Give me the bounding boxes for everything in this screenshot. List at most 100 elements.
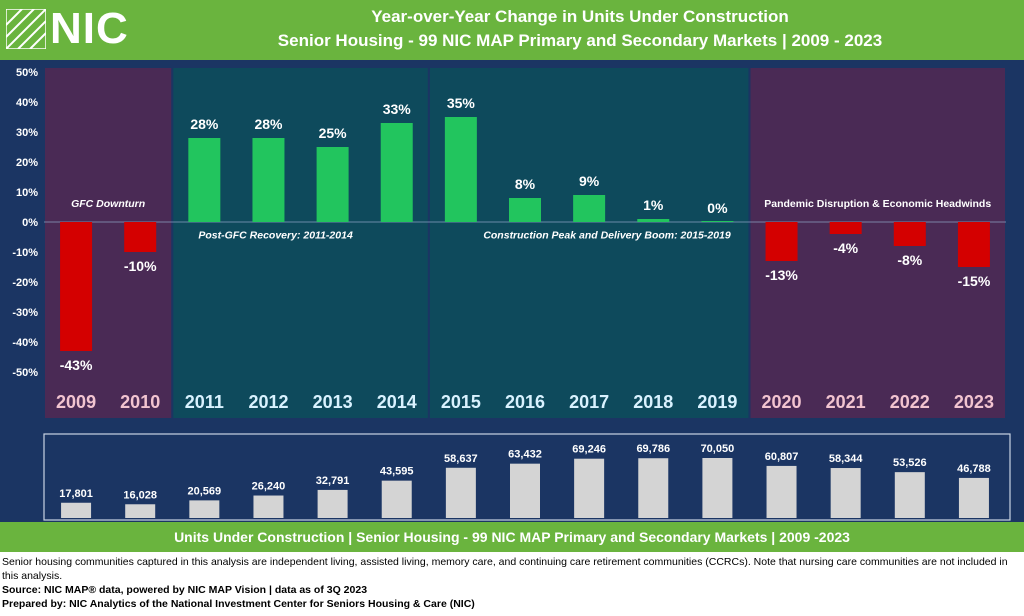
units-data-label: 20,569: [188, 485, 222, 497]
period-annotation: GFC Downturn: [71, 198, 145, 210]
y-tick-label: 20%: [16, 157, 38, 169]
header-bar: NIC Year-over-Year Change in Units Under…: [0, 0, 1024, 60]
units-bar: [638, 458, 669, 518]
units-bar: [702, 458, 733, 518]
year-label: 2023: [954, 392, 994, 412]
y-tick-label: 40%: [16, 97, 38, 109]
period-annotation: Construction Peak and Delivery Boom: 201…: [483, 230, 731, 242]
yoy-data-label: -4%: [833, 240, 858, 256]
nic-logo: NIC: [6, 4, 129, 54]
units-data-label: 17,801: [59, 488, 93, 500]
period-annotation: Pandemic Disruption & Economic Headwinds: [764, 198, 991, 210]
y-tick-label: 50%: [16, 67, 38, 79]
yoy-bar: [893, 222, 926, 246]
yoy-data-label: 8%: [515, 176, 536, 192]
nic-logo-icon: [6, 9, 46, 49]
units-bar: [317, 489, 348, 518]
units-data-label: 43,595: [380, 466, 414, 478]
source-text: Source: NIC MAP® data, powered by NIC MA…: [2, 584, 368, 596]
year-label: 2021: [826, 392, 866, 412]
period-annotation: Post-GFC Recovery: 2011-2014: [198, 230, 353, 242]
year-label: 2019: [697, 392, 737, 412]
y-tick-label: -50%: [12, 367, 38, 379]
units-bar: [189, 500, 220, 518]
y-tick-label: -40%: [12, 337, 38, 349]
y-tick-label: 0%: [22, 217, 38, 229]
year-label: 2014: [377, 392, 417, 412]
year-label: 2017: [569, 392, 609, 412]
yoy-bar: [252, 138, 285, 222]
units-data-label: 70,050: [701, 443, 735, 455]
y-tick-label: 10%: [16, 187, 38, 199]
units-data-label: 58,344: [829, 453, 864, 465]
yoy-data-label: -10%: [124, 258, 157, 274]
note-text: Senior housing communities captured in t…: [2, 556, 1008, 582]
yoy-data-label: 28%: [254, 116, 283, 132]
units-data-label: 32,791: [316, 475, 350, 487]
yoy-bar: [380, 123, 413, 222]
yoy-data-label: -13%: [765, 267, 798, 283]
units-bar: [510, 463, 540, 518]
yoy-data-label: 9%: [579, 173, 600, 189]
units-data-label: 69,786: [636, 443, 670, 455]
yoy-bar: [316, 147, 349, 222]
units-data-label: 53,526: [893, 457, 927, 469]
year-label: 2022: [890, 392, 930, 412]
units-data-label: 60,807: [765, 451, 799, 463]
chart-area: -50% -40% -30% -20% -10% 0% 10% 20% 30% 40% 50% -43…: [0, 60, 1024, 522]
yoy-data-label: -15%: [958, 273, 991, 289]
yoy-data-label: 25%: [319, 125, 348, 141]
period-band-2: [429, 68, 749, 418]
units-bar: [766, 465, 797, 518]
yoy-bar: [573, 195, 606, 222]
yoy-bar: [509, 198, 541, 222]
yoy-data-label: -8%: [897, 252, 922, 268]
yoy-bar: [60, 222, 93, 351]
year-label: 2013: [313, 392, 353, 412]
yoy-bar: [637, 219, 670, 222]
year-label: 2010: [120, 392, 160, 412]
units-data-label: 26,240: [252, 481, 286, 493]
year-label: 2012: [248, 392, 288, 412]
y-tick-label: -20%: [12, 277, 38, 289]
yoy-bar: [188, 138, 221, 222]
yoy-bar: [124, 222, 157, 252]
units-chart-frame: [43, 433, 1011, 521]
units-bar: [125, 504, 156, 518]
year-label: 2018: [633, 392, 673, 412]
y-tick-label: -10%: [12, 247, 38, 259]
yoy-bar: [829, 222, 862, 234]
y-tick-label: 30%: [16, 127, 38, 139]
prepared-text: Prepared by: NIC Analytics of the Nation…: [2, 598, 475, 610]
yoy-data-label: -43%: [60, 357, 93, 373]
units-bar: [253, 495, 284, 518]
yoy-data-label: 28%: [190, 116, 219, 132]
units-bar: [958, 477, 989, 518]
year-label: 2015: [441, 392, 481, 412]
year-label: 2016: [505, 392, 545, 412]
units-bar: [61, 502, 92, 518]
yoy-bar: [957, 222, 990, 267]
y-tick-label: -30%: [12, 307, 38, 319]
chart-title: Year-over-Year Change in Units Under Con…: [371, 7, 789, 26]
units-data-label: 46,788: [957, 463, 991, 475]
yoy-data-label: 1%: [643, 197, 664, 213]
units-data-label: 69,246: [572, 444, 606, 456]
units-bar: [445, 467, 476, 518]
yoy-data-label: 0%: [707, 200, 728, 216]
units-data-label: 63,432: [508, 449, 542, 461]
bottom-chart-title: Units Under Construction | Senior Housin…: [0, 522, 1024, 552]
charts-svg: -50% -40% -30% -20% -10% 0% 10% 20% 30% 40% 50% -43…: [12, 67, 1011, 521]
yoy-data-label: 35%: [447, 95, 476, 111]
year-label: 2011: [185, 392, 224, 412]
units-bar: [574, 458, 605, 518]
units-data-label: 16,028: [123, 489, 157, 501]
yoy-bar: [765, 222, 798, 261]
units-bar: [381, 480, 412, 518]
notes: Senior housing communities captured in t…: [2, 555, 1022, 611]
units-bar: [830, 468, 861, 518]
logo-text: NIC: [50, 4, 129, 53]
units-bar: [894, 472, 925, 518]
year-label: 2020: [762, 392, 802, 412]
